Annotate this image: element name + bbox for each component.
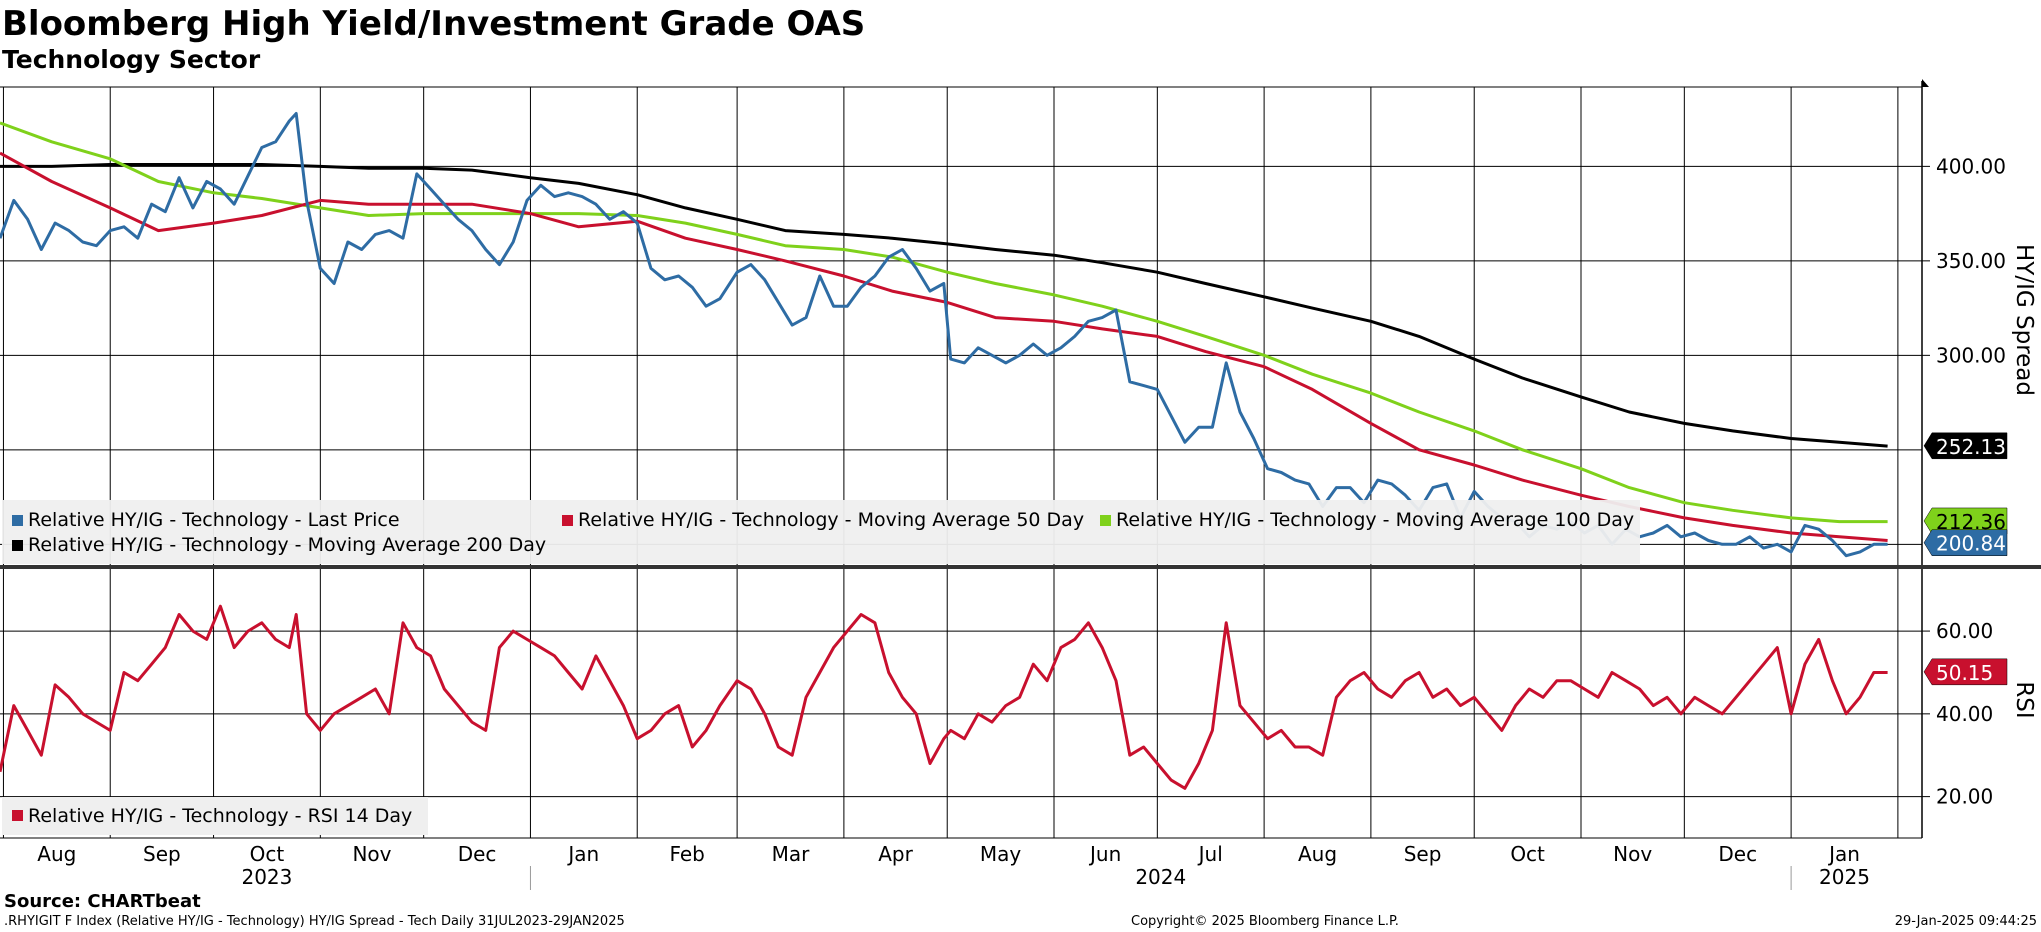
x-month-label-4: Dec [458, 842, 497, 866]
footer-copyright: Copyright© 2025 Bloomberg Finance L.P. [1131, 914, 1399, 929]
legend-top-box [2, 500, 1640, 564]
grid-bottom [0, 569, 1922, 838]
top-series-ma50 [0, 151, 1888, 542]
last-price-last-tag [1923, 529, 2008, 556]
chart-title: Bloomberg High Yield/Investment Grade OA… [2, 4, 866, 44]
ma200-last-tag [1923, 432, 2008, 460]
x-month-label-5: Jan [566, 842, 599, 866]
x-month-label-17: Jan [1827, 842, 1860, 866]
ma200-last-value: 252.13 [1936, 435, 2006, 459]
top-ytick-label-1: 350.00 [1936, 249, 2006, 273]
x-month-label-16: Dec [1718, 842, 1757, 866]
rsi-last-tag [1923, 658, 2008, 686]
x-month-label-3: Nov [352, 842, 391, 866]
top-ytick-label-2: 300.00 [1936, 343, 2006, 367]
axis-labels: 400.00 350.00 300.00 60.00 40.00 20.00 HY/IG S… [37, 154, 2037, 889]
x-month-label-14: Oct [1510, 842, 1545, 866]
x-month-label-7: Mar [772, 842, 811, 866]
legend-swatch-ma100 [1100, 515, 1111, 526]
x-year-label-1: 2024 [1135, 865, 1186, 889]
legend-label-rsi: Relative HY/IG - Technology - RSI 14 Day [28, 805, 412, 827]
x-year-label-0: 2023 [241, 865, 292, 889]
top-series-ma100 [0, 121, 1888, 524]
legend-label-ma200: Relative HY/IG - Technology - Moving Ave… [28, 534, 546, 556]
bottom-ytick-label-0: 60.00 [1936, 619, 1993, 643]
footer-left: .RHYIGIT F Index (Relative HY/IG - Techn… [4, 914, 625, 929]
x-month-label-11: Jul [1197, 842, 1223, 866]
source-note: Source: CHARTbeat [4, 891, 201, 912]
x-month-label-6: Feb [669, 842, 704, 866]
bottom-ytick-label-1: 40.00 [1936, 702, 1993, 726]
x-month-label-8: Apr [878, 842, 913, 866]
legend-swatch-rsi [12, 810, 23, 821]
grid-top [0, 87, 1922, 567]
x-month-label-0: Aug [37, 842, 76, 866]
legend-swatch-last_price [12, 515, 23, 526]
last-price-last-value: 200.84 [1936, 532, 2006, 556]
legend-swatch-ma50 [562, 515, 573, 526]
x-month-label-1: Sep [143, 842, 181, 866]
series-bottom [0, 604, 1888, 790]
legend-swatch-ma200 [12, 540, 23, 551]
series-top [0, 112, 1888, 558]
legend-bottom: Relative HY/IG - Technology - RSI 14 Day [2, 797, 428, 835]
legend-bottom-box [2, 797, 428, 835]
legend-top: Relative HY/IG - Technology - Last Price… [2, 500, 1640, 564]
chart-subtitle: Technology Sector [2, 45, 261, 74]
rsi-last-value: 50.15 [1936, 661, 1993, 685]
axis-arrow [1922, 79, 1929, 87]
x-month-label-10: Jun [1088, 842, 1121, 866]
top-series-last_price [0, 112, 1888, 558]
x-month-label-12: Aug [1298, 842, 1337, 866]
top-ylabel: HY/IG Spread [2011, 244, 2037, 396]
legend-label-ma50: Relative HY/IG - Technology - Moving Ave… [578, 509, 1084, 531]
top-series-ma200 [0, 163, 1888, 448]
bottom-ytick-label-2: 20.00 [1936, 785, 1993, 809]
x-month-label-13: Sep [1404, 842, 1442, 866]
footer-timestamp: 29-Jan-2025 09:44:25 [1894, 914, 2037, 929]
bottom-series-rsi [0, 604, 1888, 790]
bottom-ylabel: RSI [2011, 681, 2037, 718]
x-month-label-2: Oct [250, 842, 285, 866]
x-year-label-2: 2025 [1819, 865, 1870, 889]
legend-label-last_price: Relative HY/IG - Technology - Last Price [28, 509, 400, 531]
x-month-label-9: May [980, 842, 1022, 866]
axes [0, 79, 2041, 890]
legend-label-ma100: Relative HY/IG - Technology - Moving Ave… [1116, 509, 1634, 531]
x-month-label-15: Nov [1613, 842, 1652, 866]
top-ytick-label-0: 400.00 [1936, 154, 2006, 178]
